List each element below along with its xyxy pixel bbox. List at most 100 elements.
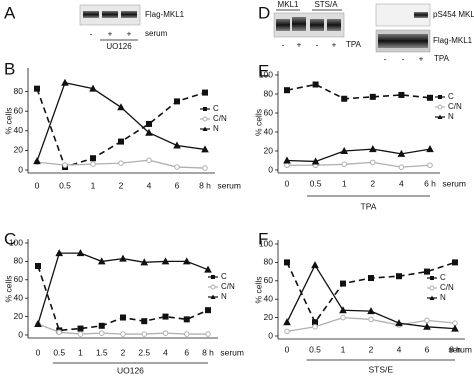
x-tick-label: 0.5 [310, 178, 322, 188]
legend-label: C [221, 272, 227, 281]
y-tick-label: 80 [264, 257, 274, 267]
y-tick-label: 40 [14, 125, 24, 135]
legend-marker [210, 294, 216, 299]
marker [61, 78, 69, 86]
marker [183, 316, 190, 323]
marker [283, 156, 291, 164]
x-tick-label: 4 [147, 180, 152, 190]
marker [141, 318, 148, 325]
y-tick-label: 0 [18, 164, 23, 174]
x-tick-label: 2 [370, 178, 375, 188]
marker [395, 319, 403, 327]
panel-letter: C [4, 229, 16, 248]
series-line [36, 82, 206, 162]
x-tick-label: 6 [425, 344, 430, 354]
marker [340, 146, 349, 154]
y-axis-label: % cells [3, 108, 13, 135]
legend-marker [210, 284, 216, 290]
legend-marker [429, 285, 435, 291]
x-tick-label: 8 h [199, 180, 211, 190]
x-tick-label: 2 [119, 180, 124, 190]
sign: + [297, 39, 302, 49]
marker [90, 161, 96, 167]
x-tick-label: 0 [285, 344, 290, 354]
legend-label: C/N [448, 102, 462, 111]
x-tick-label: 0 [285, 178, 290, 188]
x-tick-label: 1 [342, 178, 347, 188]
marker [424, 317, 430, 324]
marker [118, 138, 124, 145]
marker [140, 258, 149, 266]
marker [283, 318, 291, 326]
x-tick-label: 8 h [449, 344, 461, 354]
marker [452, 259, 458, 266]
marker [35, 263, 41, 269]
x-tick-label: 2.5 [138, 347, 150, 357]
marker [205, 307, 211, 314]
marker [162, 313, 169, 320]
y-tick-label: 0 [268, 330, 273, 340]
marker [284, 87, 290, 94]
marker [341, 161, 348, 168]
x-tick-label: 1.5 [96, 347, 108, 357]
marker [340, 280, 346, 287]
x-tick-label: 4 [163, 347, 168, 357]
band [378, 34, 428, 48]
marker [339, 306, 347, 314]
lane-label: STS/A [314, 0, 338, 9]
sign: - [282, 39, 285, 49]
marker [56, 329, 63, 336]
x-tick-label: 0.5 [309, 344, 321, 354]
y-axis-label: % cells [3, 276, 13, 303]
y-tick-label: 20 [264, 145, 274, 155]
marker [396, 273, 402, 280]
marker [90, 155, 96, 162]
band [327, 19, 341, 31]
marker [312, 324, 318, 330]
legend-marker [437, 114, 443, 119]
band [83, 11, 99, 18]
x-tick-label: 2 [121, 347, 126, 357]
marker [141, 331, 148, 337]
x-tick-label: 8 h [202, 347, 214, 357]
x-tick-label: 4 [399, 178, 404, 188]
inhibitor-label: UO126 [106, 42, 132, 51]
x-tick-label: 6 [175, 180, 180, 190]
legend-label: C [448, 92, 454, 101]
marker [145, 128, 153, 136]
panel-letter: D [258, 3, 270, 22]
y-tick-label: 100 [9, 237, 23, 247]
legend-marker [429, 295, 435, 300]
legend-label: N [440, 293, 446, 302]
marker [311, 157, 320, 165]
marker [398, 91, 405, 98]
y-tick-label: 100 [259, 238, 273, 248]
marker [427, 162, 433, 169]
marker [397, 149, 406, 157]
x-tick-label: 2 [369, 344, 374, 354]
band [102, 11, 118, 18]
band-label: Flag-MKL1 [145, 10, 185, 19]
marker [120, 314, 126, 321]
x-tick-label: 0.5 [59, 180, 71, 190]
x-tick-label: 1 [91, 180, 96, 190]
legend-marker [437, 104, 443, 110]
series-line [287, 161, 431, 168]
x-tick-label: 6 [184, 347, 189, 357]
marker [174, 164, 180, 170]
marker [312, 81, 319, 88]
x-tick-label: 0 [35, 180, 40, 190]
marker [424, 268, 430, 275]
legend-label: C [213, 104, 219, 113]
treatment-label: TPA [346, 40, 362, 49]
sign: + [419, 53, 424, 63]
sign: + [108, 28, 113, 38]
treatment-label: UO126 [117, 365, 144, 375]
treatment-label: STS/E [369, 364, 394, 374]
y-tick-label: 80 [264, 88, 274, 98]
series-line [37, 252, 209, 325]
y-tick-label: 40 [264, 293, 274, 303]
series-line [37, 265, 209, 332]
x-tick-label: 1 [341, 344, 346, 354]
marker [284, 328, 290, 335]
